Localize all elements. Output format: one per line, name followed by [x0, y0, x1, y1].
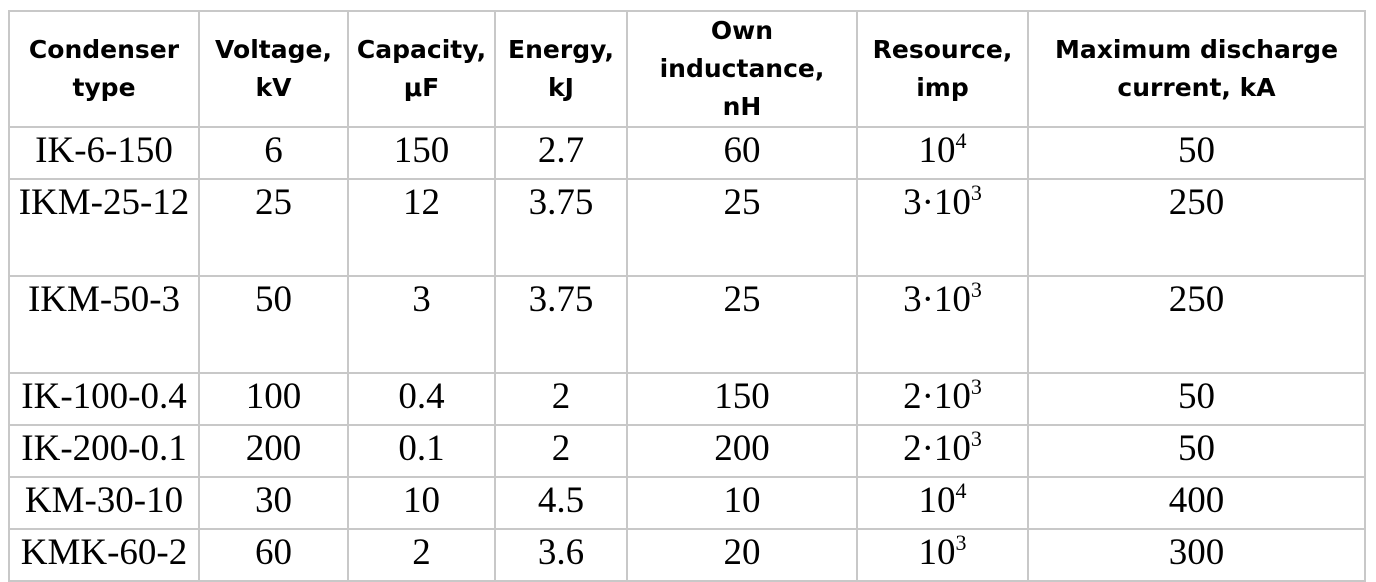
cell-own-inductance: 200	[626, 424, 858, 478]
cell-energy: 2	[494, 372, 628, 426]
cell-resource: 3·103	[856, 275, 1029, 374]
cell-resource: 103	[856, 528, 1029, 582]
cell-capacity: 0.4	[347, 372, 496, 426]
table-row: IK-6-150 6 150 2.7 60 104 50	[8, 126, 1366, 180]
cell-own-inductance: 10	[626, 476, 858, 530]
cell-capacity: 10	[347, 476, 496, 530]
header-resource: Resource, imp	[856, 10, 1029, 128]
condenser-table: Condenser type Voltage, kV Capacity, μF Ene…	[8, 10, 1366, 582]
cell-energy: 2	[494, 424, 628, 478]
cell-voltage: 50	[198, 275, 349, 374]
cell-own-inductance: 25	[626, 275, 858, 374]
cell-condenser-type: IK-100-0.4	[8, 372, 200, 426]
cell-energy: 3.75	[494, 178, 628, 277]
cell-resource: 104	[856, 126, 1029, 180]
cell-voltage: 30	[198, 476, 349, 530]
table-row: IKM-25-12 25 12 3.75 25 3·103 250	[8, 178, 1366, 277]
cell-resource: 2·103	[856, 372, 1029, 426]
cell-condenser-type: IKM-25-12	[8, 178, 200, 277]
cell-voltage: 60	[198, 528, 349, 582]
cell-energy: 3.75	[494, 275, 628, 374]
cell-max-discharge-current: 50	[1027, 126, 1366, 180]
cell-resource: 3·103	[856, 178, 1029, 277]
cell-voltage: 6	[198, 126, 349, 180]
cell-capacity: 12	[347, 178, 496, 277]
cell-capacity: 150	[347, 126, 496, 180]
header-capacity: Capacity, μF	[347, 10, 496, 128]
cell-capacity: 0.1	[347, 424, 496, 478]
table-row: KMK-60-2 60 2 3.6 20 103 300	[8, 528, 1366, 582]
cell-voltage: 25	[198, 178, 349, 277]
cell-capacity: 2	[347, 528, 496, 582]
cell-own-inductance: 150	[626, 372, 858, 426]
cell-own-inductance: 60	[626, 126, 858, 180]
cell-energy: 2.7	[494, 126, 628, 180]
cell-resource: 104	[856, 476, 1029, 530]
header-own-inductance: Own inductance, nH	[626, 10, 858, 128]
header-voltage: Voltage, kV	[198, 10, 349, 128]
cell-energy: 3.6	[494, 528, 628, 582]
cell-max-discharge-current: 250	[1027, 178, 1366, 277]
cell-condenser-type: IKM-50-3	[8, 275, 200, 374]
cell-max-discharge-current: 50	[1027, 424, 1366, 478]
header-max-discharge-current: Maximum discharge current, kA	[1027, 10, 1366, 128]
table-row: IK-200-0.1 200 0.1 2 200 2·103 50	[8, 424, 1366, 478]
cell-max-discharge-current: 300	[1027, 528, 1366, 582]
cell-condenser-type: KM-30-10	[8, 476, 200, 530]
cell-condenser-type: IK-6-150	[8, 126, 200, 180]
header-row: Condenser type Voltage, kV Capacity, μF Ene…	[8, 10, 1366, 128]
header-condenser-type: Condenser type	[8, 10, 200, 128]
cell-own-inductance: 25	[626, 178, 858, 277]
cell-voltage: 200	[198, 424, 349, 478]
cell-capacity: 3	[347, 275, 496, 374]
header-energy: Energy, kJ	[494, 10, 628, 128]
table-row: KM-30-10 30 10 4.5 10 104 400	[8, 476, 1366, 530]
cell-max-discharge-current: 50	[1027, 372, 1366, 426]
cell-condenser-type: IK-200-0.1	[8, 424, 200, 478]
cell-resource: 2·103	[856, 424, 1029, 478]
cell-condenser-type: KMK-60-2	[8, 528, 200, 582]
cell-own-inductance: 20	[626, 528, 858, 582]
cell-energy: 4.5	[494, 476, 628, 530]
cell-max-discharge-current: 250	[1027, 275, 1366, 374]
table-row: IK-100-0.4 100 0.4 2 150 2·103 50	[8, 372, 1366, 426]
table-row: IKM-50-3 50 3 3.75 25 3·103 250	[8, 275, 1366, 374]
cell-max-discharge-current: 400	[1027, 476, 1366, 530]
cell-voltage: 100	[198, 372, 349, 426]
